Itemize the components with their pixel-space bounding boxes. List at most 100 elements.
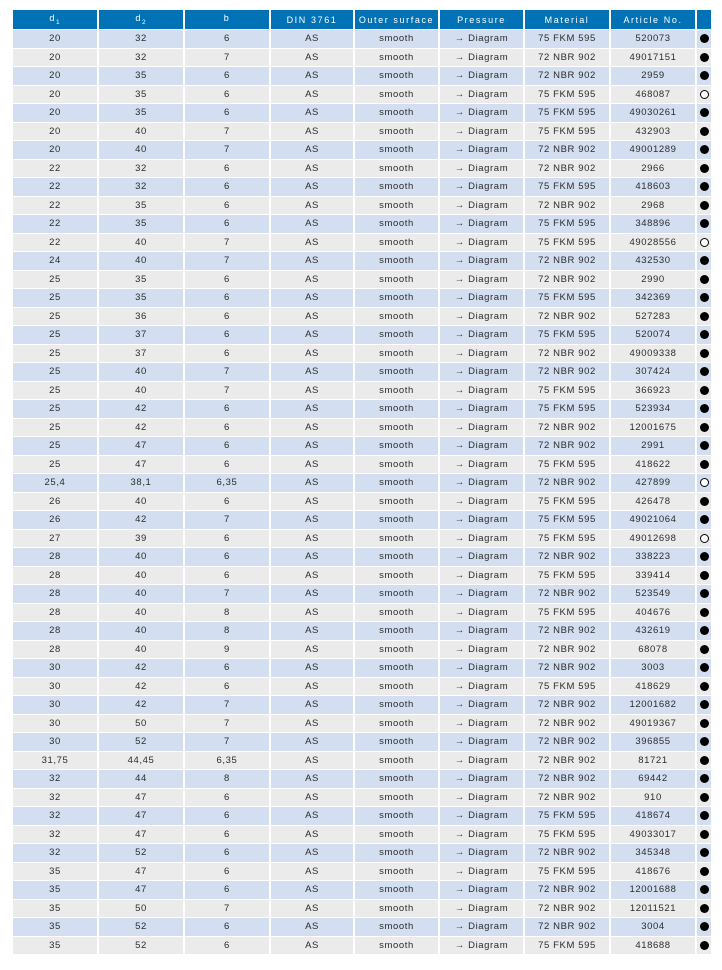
cell-b: 6 bbox=[183, 935, 271, 955]
cell-status bbox=[695, 750, 713, 770]
diagram-link[interactable]: → Diagram bbox=[438, 750, 525, 770]
diagram-link[interactable]: → Diagram bbox=[438, 639, 525, 659]
cell-d2: 35 bbox=[97, 288, 185, 308]
cell-status bbox=[695, 621, 713, 641]
diagram-link[interactable]: → Diagram bbox=[438, 676, 525, 696]
cell-din: AS bbox=[269, 325, 355, 345]
diagram-link[interactable]: → Diagram bbox=[438, 565, 525, 585]
cell-b: 7 bbox=[183, 380, 271, 400]
diagram-link[interactable]: → Diagram bbox=[438, 787, 525, 807]
filled-circle-icon bbox=[699, 607, 709, 617]
cell-d1: 28 bbox=[11, 602, 99, 622]
table-row: 20 40 7 AS smooth → Diagram 72 NBR 902 49001289 bbox=[11, 140, 713, 160]
cell-status bbox=[695, 436, 713, 456]
cell-status bbox=[695, 417, 713, 437]
cell-outer-surface: smooth bbox=[353, 195, 440, 215]
diagram-link[interactable]: → Diagram bbox=[438, 584, 525, 604]
diagram-link[interactable]: → Diagram bbox=[438, 436, 525, 456]
diagram-link[interactable]: → Diagram bbox=[438, 251, 525, 271]
diagram-link[interactable]: → Diagram bbox=[438, 214, 525, 234]
diagram-link[interactable]: → Diagram bbox=[438, 732, 525, 752]
diagram-link[interactable]: → Diagram bbox=[438, 528, 525, 548]
cell-d2: 32 bbox=[97, 177, 185, 197]
cell-outer-surface: smooth bbox=[353, 399, 440, 419]
diagram-link[interactable]: → Diagram bbox=[438, 84, 525, 104]
diagram-link[interactable]: → Diagram bbox=[438, 695, 525, 715]
cell-material: 72 NBR 902 bbox=[523, 473, 611, 493]
diagram-link[interactable]: → Diagram bbox=[438, 880, 525, 900]
cell-b: 6 bbox=[183, 66, 271, 86]
cell-d1: 30 bbox=[11, 713, 99, 733]
cell-b: 6 bbox=[183, 195, 271, 215]
cell-din: AS bbox=[269, 362, 355, 382]
diagram-link[interactable]: → Diagram bbox=[438, 66, 525, 86]
filled-circle-icon bbox=[699, 718, 709, 728]
diagram-link[interactable]: → Diagram bbox=[438, 602, 525, 622]
diagram-link[interactable]: → Diagram bbox=[438, 806, 525, 826]
diagram-link[interactable]: → Diagram bbox=[438, 380, 525, 400]
cell-din: AS bbox=[269, 436, 355, 456]
cell-material: 72 NBR 902 bbox=[523, 769, 611, 789]
diagram-link[interactable]: → Diagram bbox=[438, 473, 525, 493]
diagram-link[interactable]: → Diagram bbox=[438, 843, 525, 863]
diagram-link[interactable]: → Diagram bbox=[438, 121, 525, 141]
diagram-link[interactable]: → Diagram bbox=[438, 232, 525, 252]
diagram-link[interactable]: → Diagram bbox=[438, 713, 525, 733]
cell-article-no: 520074 bbox=[609, 325, 697, 345]
diagram-link[interactable]: → Diagram bbox=[438, 269, 525, 289]
diagram-link[interactable]: → Diagram bbox=[438, 103, 525, 123]
diagram-link[interactable]: → Diagram bbox=[438, 769, 525, 789]
diagram-link[interactable]: → Diagram bbox=[438, 362, 525, 382]
cell-din: AS bbox=[269, 917, 355, 937]
diagram-link[interactable]: → Diagram bbox=[438, 861, 525, 881]
cell-article-no: 418688 bbox=[609, 935, 697, 955]
filled-circle-icon bbox=[699, 570, 709, 580]
diagram-link[interactable]: → Diagram bbox=[438, 158, 525, 178]
diagram-link[interactable]: → Diagram bbox=[438, 658, 525, 678]
filled-circle-icon bbox=[699, 940, 709, 950]
diagram-link[interactable]: → Diagram bbox=[438, 325, 525, 345]
diagram-link[interactable]: → Diagram bbox=[438, 47, 525, 67]
diagram-link[interactable]: → Diagram bbox=[438, 621, 525, 641]
diagram-link[interactable]: → Diagram bbox=[438, 510, 525, 530]
cell-outer-surface: smooth bbox=[353, 639, 440, 659]
cell-status bbox=[695, 880, 713, 900]
column-header-d1: d1 bbox=[11, 9, 99, 30]
cell-b: 6 bbox=[183, 29, 271, 49]
filled-circle-icon bbox=[699, 34, 709, 44]
cell-b: 6 bbox=[183, 214, 271, 234]
diagram-link[interactable]: → Diagram bbox=[438, 935, 525, 955]
diagram-link[interactable]: → Diagram bbox=[438, 399, 525, 419]
table-row: 28 40 7 AS smooth → Diagram 72 NBR 902 523549 bbox=[11, 584, 713, 604]
table-row: 25 35 6 AS smooth → Diagram 72 NBR 902 2990 bbox=[11, 269, 713, 289]
diagram-link[interactable]: → Diagram bbox=[438, 343, 525, 363]
cell-outer-surface: smooth bbox=[353, 232, 440, 252]
diagram-link[interactable]: → Diagram bbox=[438, 917, 525, 937]
diagram-link[interactable]: → Diagram bbox=[438, 491, 525, 511]
diagram-link[interactable]: → Diagram bbox=[438, 195, 525, 215]
diagram-link[interactable]: → Diagram bbox=[438, 306, 525, 326]
diagram-link[interactable]: → Diagram bbox=[438, 29, 525, 49]
diagram-link[interactable]: → Diagram bbox=[438, 177, 525, 197]
diagram-link[interactable]: → Diagram bbox=[438, 417, 525, 437]
cell-article-no: 68078 bbox=[609, 639, 697, 659]
diagram-link[interactable]: → Diagram bbox=[438, 547, 525, 567]
diagram-link[interactable]: → Diagram bbox=[438, 288, 525, 308]
cell-material: 72 NBR 902 bbox=[523, 306, 611, 326]
column-header-b: b bbox=[183, 9, 271, 30]
diagram-link[interactable]: → Diagram bbox=[438, 454, 525, 474]
cell-material: 72 NBR 902 bbox=[523, 584, 611, 604]
table-header: d1 d2 b DIN 3761 Outer surface Pressure … bbox=[11, 9, 713, 30]
cell-status bbox=[695, 214, 713, 234]
diagram-link[interactable]: → Diagram bbox=[438, 824, 525, 844]
cell-material: 72 NBR 902 bbox=[523, 880, 611, 900]
table-row: 30 52 7 AS smooth → Diagram 72 NBR 902 396855 bbox=[11, 732, 713, 752]
cell-status bbox=[695, 84, 713, 104]
diagram-link[interactable]: → Diagram bbox=[438, 140, 525, 160]
open-circle-icon bbox=[699, 533, 709, 543]
cell-outer-surface: smooth bbox=[353, 898, 440, 918]
cell-d1: 30 bbox=[11, 658, 99, 678]
diagram-link[interactable]: → Diagram bbox=[438, 898, 525, 918]
filled-circle-icon bbox=[699, 293, 709, 303]
cell-outer-surface: smooth bbox=[353, 843, 440, 863]
